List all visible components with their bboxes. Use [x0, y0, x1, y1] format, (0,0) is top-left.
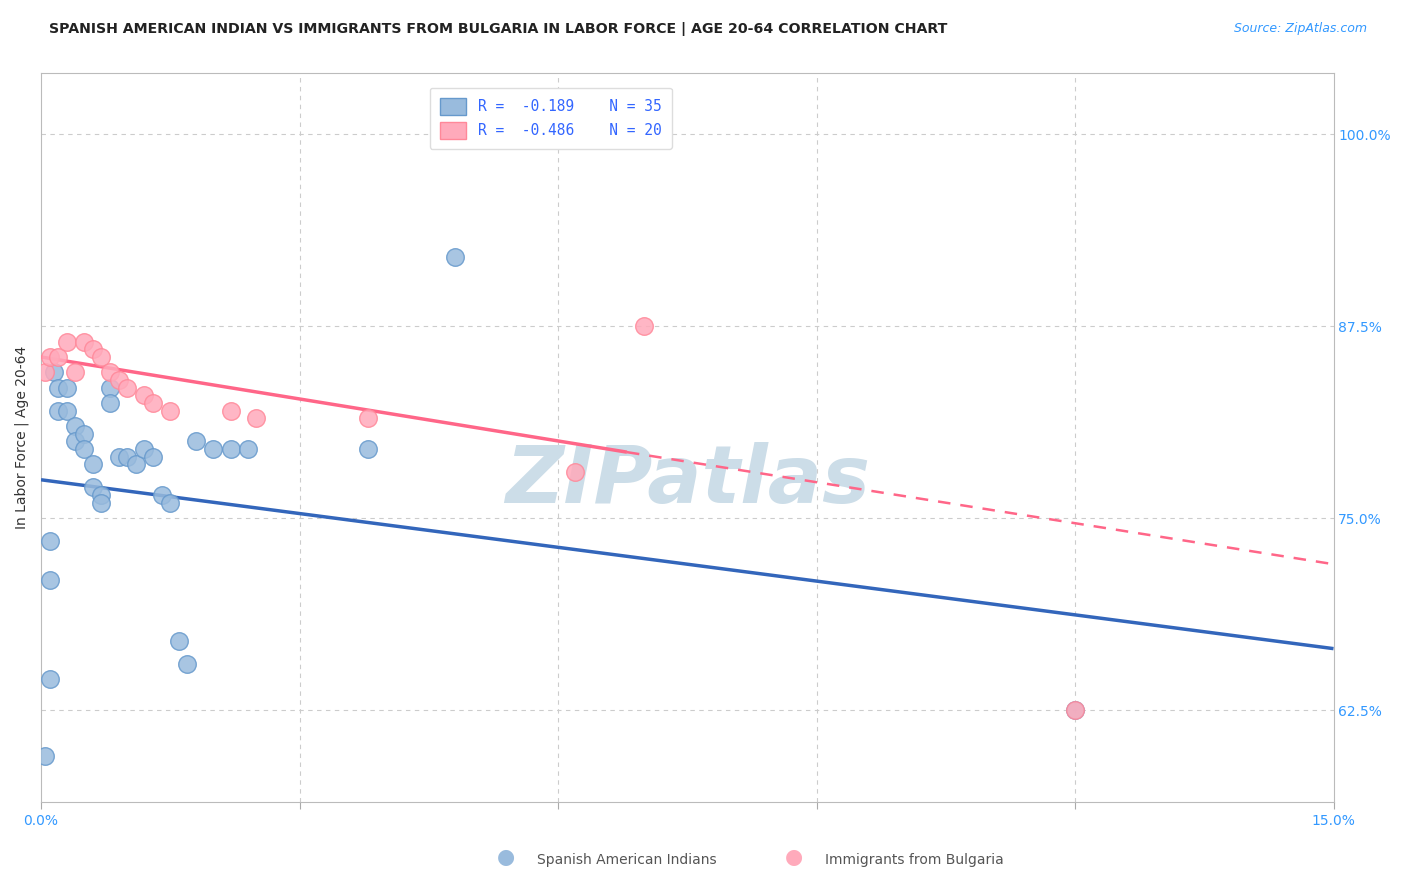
Point	[1064, 703, 1087, 717]
Point	[184, 434, 207, 449]
Point	[73, 426, 96, 441]
Point	[56, 334, 79, 349]
Point	[56, 403, 79, 417]
Y-axis label: In Labor Force | Age 20-64: In Labor Force | Age 20-64	[15, 346, 30, 529]
Point	[202, 442, 225, 456]
Text: ZIPatlas: ZIPatlas	[505, 442, 870, 520]
Point	[1064, 703, 1087, 717]
Point	[73, 334, 96, 349]
Point	[90, 488, 112, 502]
Text: SPANISH AMERICAN INDIAN VS IMMIGRANTS FROM BULGARIA IN LABOR FORCE | AGE 20-64 C: SPANISH AMERICAN INDIAN VS IMMIGRANTS FR…	[49, 22, 948, 37]
Point	[65, 419, 87, 434]
Point	[56, 381, 79, 395]
Point	[107, 450, 129, 464]
Point	[150, 488, 173, 502]
Point	[357, 411, 380, 425]
Text: Spanish American Indians: Spanish American Indians	[537, 853, 717, 867]
Point	[38, 673, 60, 687]
Point	[142, 450, 165, 464]
Point	[176, 657, 198, 671]
Legend: R =  -0.189    N = 35, R =  -0.486    N = 20: R = -0.189 N = 35, R = -0.486 N = 20	[430, 87, 672, 149]
Text: Source: ZipAtlas.com: Source: ZipAtlas.com	[1233, 22, 1367, 36]
Point	[564, 465, 586, 479]
Point	[38, 350, 60, 364]
Point	[236, 442, 259, 456]
Point	[46, 350, 69, 364]
Point	[159, 403, 181, 417]
Point	[90, 496, 112, 510]
Point	[73, 442, 96, 456]
Text: ●: ●	[498, 847, 515, 867]
Point	[38, 573, 60, 587]
Point	[633, 319, 655, 334]
Point	[38, 534, 60, 549]
Point	[34, 365, 56, 379]
Point	[82, 458, 104, 472]
Point	[443, 250, 465, 264]
Point	[357, 442, 380, 456]
Text: Immigrants from Bulgaria: Immigrants from Bulgaria	[825, 853, 1004, 867]
Point	[159, 496, 181, 510]
Point	[167, 634, 190, 648]
Point	[142, 396, 165, 410]
Point	[65, 365, 87, 379]
Point	[34, 749, 56, 764]
Point	[134, 442, 156, 456]
Text: ●: ●	[786, 847, 803, 867]
Point	[115, 381, 138, 395]
Point	[98, 365, 121, 379]
Point	[82, 343, 104, 357]
Point	[245, 411, 267, 425]
Point	[219, 442, 242, 456]
Point	[125, 458, 148, 472]
Point	[46, 403, 69, 417]
Point	[90, 350, 112, 364]
Point	[42, 365, 65, 379]
Point	[98, 396, 121, 410]
Point	[46, 381, 69, 395]
Point	[82, 480, 104, 494]
Point	[134, 388, 156, 402]
Point	[107, 373, 129, 387]
Point	[115, 450, 138, 464]
Point	[98, 381, 121, 395]
Point	[65, 434, 87, 449]
Point	[219, 403, 242, 417]
